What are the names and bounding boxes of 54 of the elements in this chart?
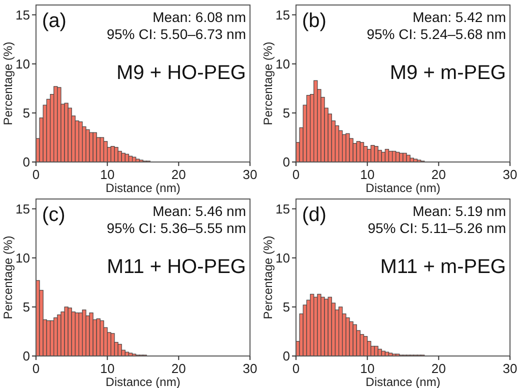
x-tick-label: 30 — [502, 361, 518, 376]
x-tick-label: 0 — [32, 361, 40, 376]
y-tick-label: 0 — [282, 348, 290, 364]
y-tick-label: 5 — [282, 299, 290, 314]
annotation: M11 + m-PEG — [380, 256, 506, 278]
y-tick-label: 10 — [276, 56, 290, 72]
annotation: (a) — [42, 10, 66, 32]
y-tick-label: 10 — [276, 250, 290, 266]
annotation: (c) — [42, 204, 66, 226]
x-tick-label: 30 — [242, 361, 258, 376]
x-tick-label: 10 — [100, 167, 115, 182]
y-tick-label: 15 — [16, 7, 30, 22]
y-tick-label: 5 — [282, 105, 290, 120]
x-axis-title: Distance (nm) — [106, 181, 180, 195]
annotation: Mean: 5.19 nm — [412, 203, 506, 219]
annotation: 95% CI: 5.36–5.55 nm — [106, 220, 246, 236]
y-tick-label: 0 — [22, 348, 30, 364]
x-tick-label: 20 — [171, 167, 186, 182]
annotation: (b) — [302, 10, 326, 32]
y-axis-title: Percentage (%) — [261, 42, 275, 126]
annotation: (d) — [302, 204, 326, 226]
x-tick-label: 0 — [32, 167, 40, 182]
y-tick-label: 10 — [16, 56, 30, 72]
y-axis-title: Percentage (%) — [1, 236, 15, 320]
x-tick-label: 10 — [100, 361, 115, 376]
x-tick-label: 20 — [171, 361, 186, 376]
x-tick-label: 30 — [242, 167, 258, 182]
annotation: M11 + HO-PEG — [106, 256, 246, 278]
x-tick-label: 10 — [360, 361, 375, 376]
annotation: M9 + m-PEG — [390, 62, 506, 84]
y-tick-label: 15 — [276, 201, 290, 216]
y-axis-title: Percentage (%) — [261, 236, 275, 320]
y-tick-label: 10 — [16, 250, 30, 266]
x-tick-label: 30 — [502, 167, 518, 182]
y-tick-label: 0 — [22, 154, 30, 170]
y-tick-label: 15 — [276, 7, 290, 22]
y-tick-label: 15 — [16, 201, 30, 216]
annotation: Mean: 6.08 nm — [152, 9, 246, 25]
x-tick-label: 0 — [292, 167, 300, 182]
y-axis-title: Percentage (%) — [1, 42, 15, 126]
annotation: Mean: 5.46 nm — [152, 203, 246, 219]
x-axis-title: Distance (nm) — [366, 181, 440, 195]
x-tick-label: 20 — [431, 167, 446, 182]
annotation: 95% CI: 5.24–5.68 nm — [366, 26, 506, 42]
annotation: Mean: 5.42 nm — [412, 9, 506, 25]
x-tick-label: 0 — [292, 361, 300, 376]
annotation: 95% CI: 5.11–5.26 nm — [368, 220, 506, 236]
y-tick-label: 5 — [22, 299, 30, 314]
y-tick-label: 0 — [282, 154, 290, 170]
annotation: M9 + HO-PEG — [116, 62, 246, 84]
x-tick-label: 20 — [431, 361, 446, 376]
x-tick-label: 10 — [360, 167, 375, 182]
annotation: 95% CI: 5.50–6.73 nm — [106, 26, 246, 42]
y-tick-label: 5 — [22, 105, 30, 120]
